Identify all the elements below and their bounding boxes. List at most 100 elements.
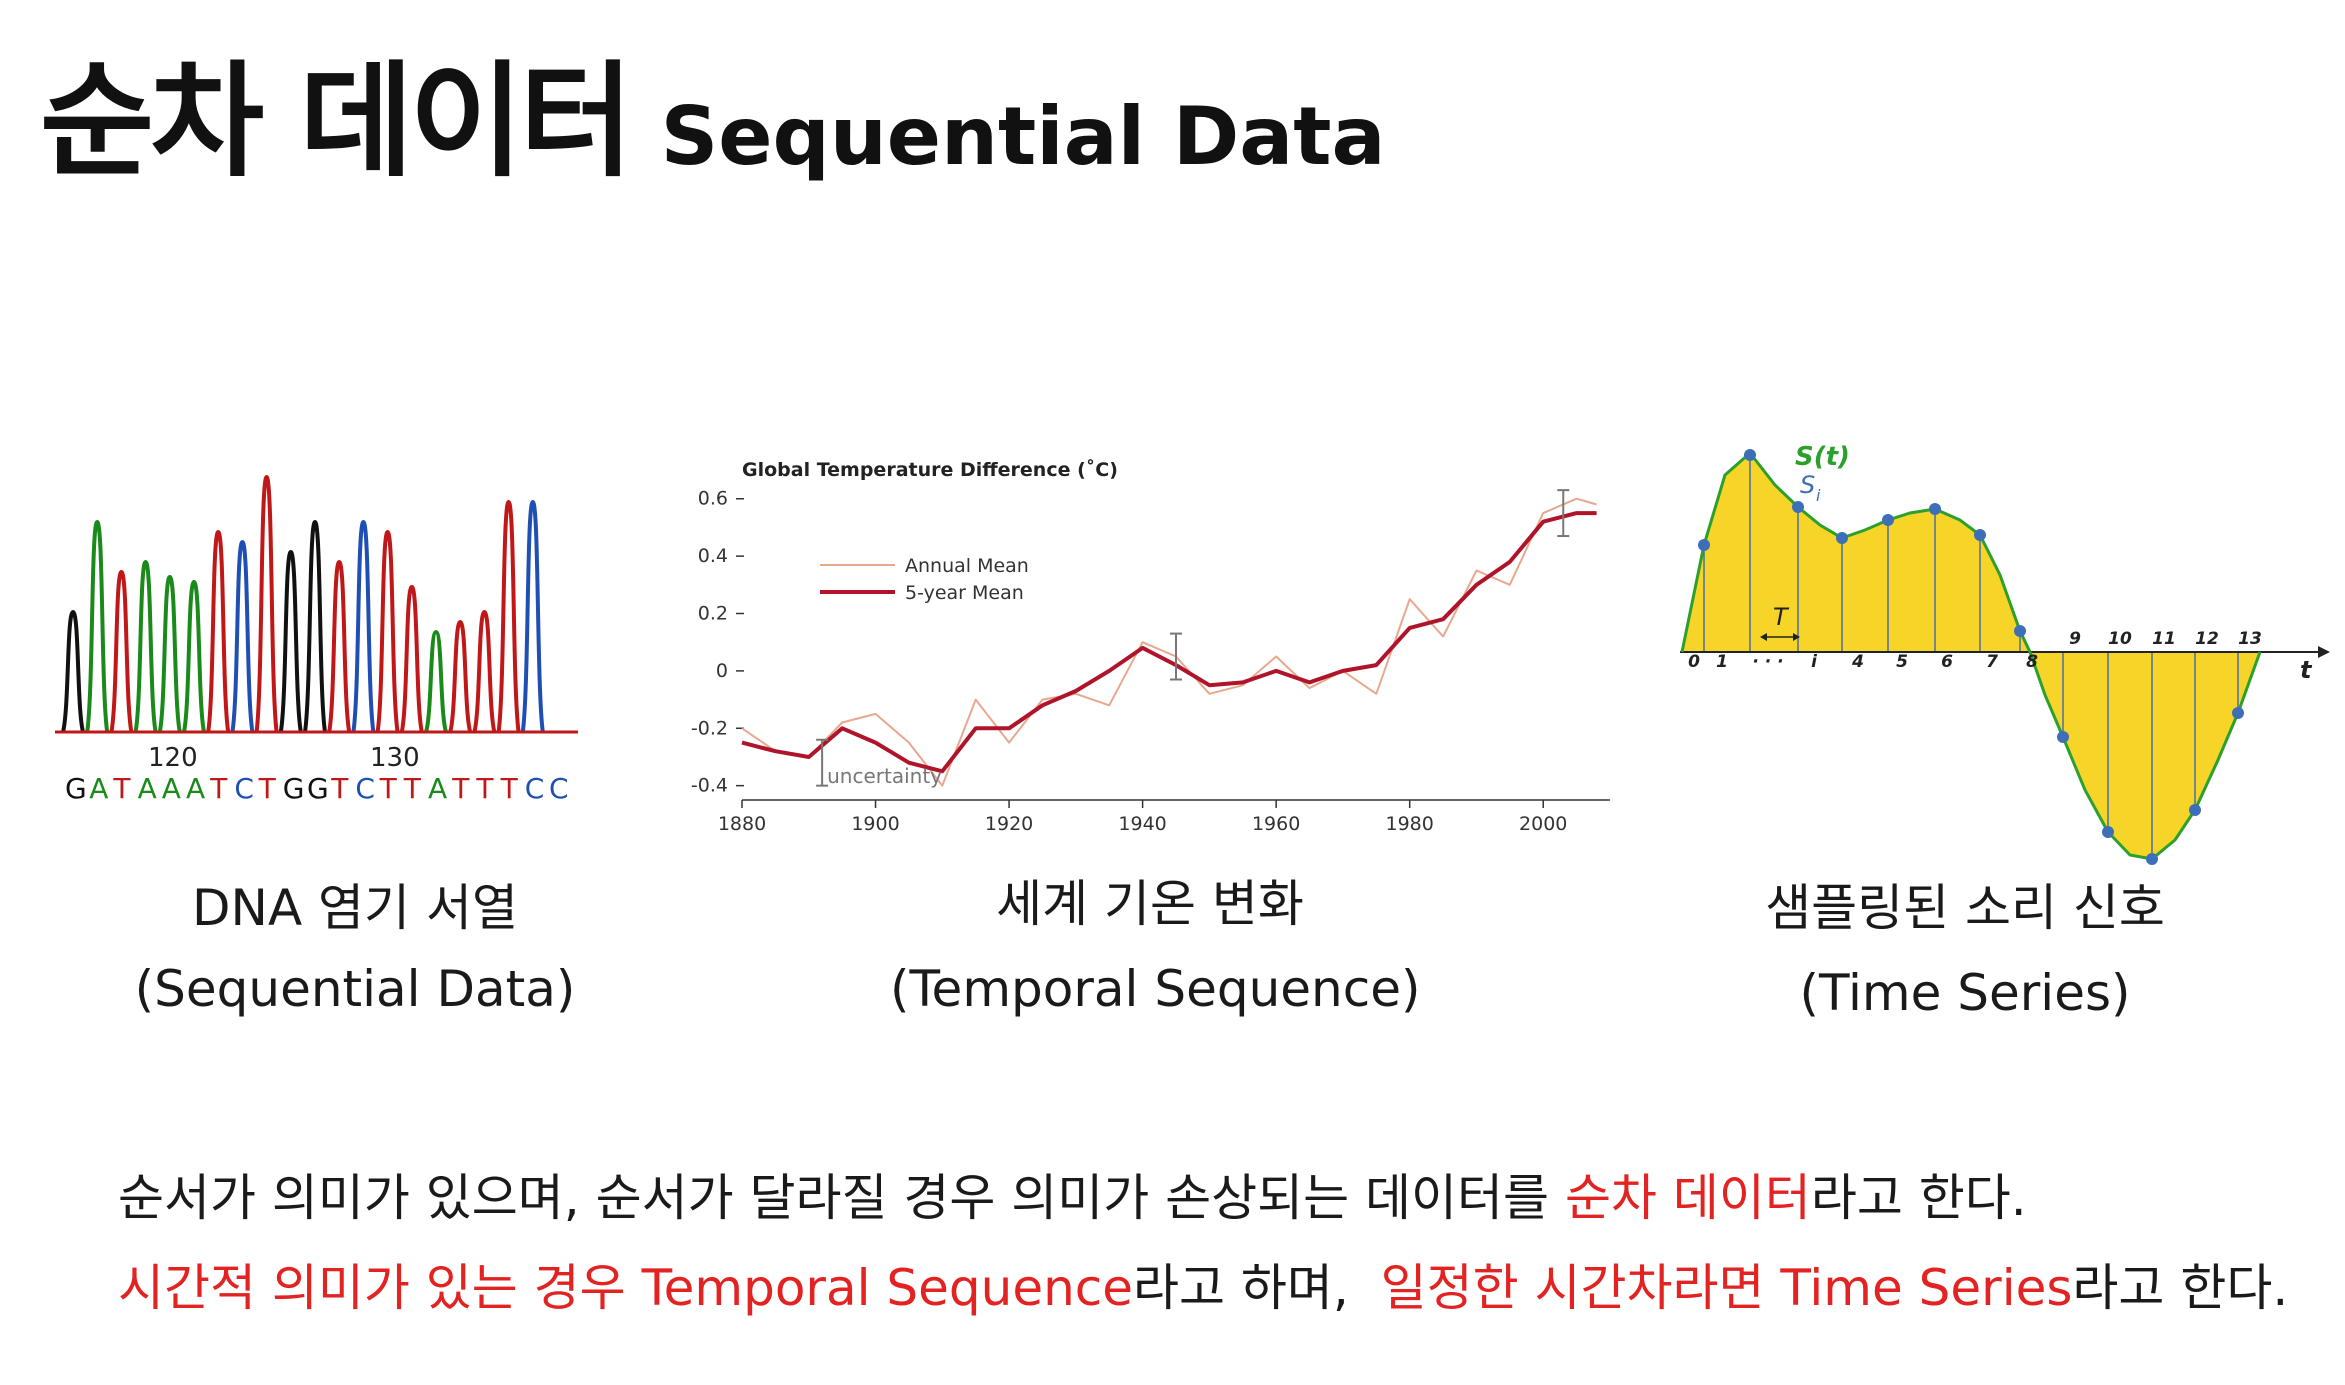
- body-line-1: 순서가 의미가 있으며, 순서가 달라질 경우 의미가 손상되는 데이터를 순차…: [118, 1158, 2027, 1230]
- period-arrow-right-icon: [1793, 633, 1800, 641]
- signal-caption-line2: (Time Series): [1799, 964, 2131, 1022]
- dna-base-letter: T: [209, 772, 228, 805]
- dna-peak: [351, 519, 376, 733]
- temperature-chart: Global Temperature Difference (˚C) 1880 1…: [691, 458, 1610, 835]
- dna-peak: [85, 519, 110, 733]
- y-tick-label: 0: [716, 660, 728, 682]
- dna-base-letter: A: [186, 772, 205, 805]
- dna-base-letter: A: [138, 772, 157, 805]
- dna-peak: [303, 519, 327, 733]
- curve-label: S(t): [1795, 442, 1850, 472]
- dna-base-letter: G: [283, 772, 305, 805]
- dna-base-letter: C: [549, 772, 569, 805]
- sample-point: [1974, 529, 1986, 541]
- title-english: Sequential Data: [660, 90, 1386, 183]
- sample-point: [2014, 625, 2026, 637]
- dna-base-letter: T: [451, 772, 470, 805]
- sample-point: [2189, 804, 2201, 816]
- dna-peak: [520, 499, 545, 733]
- dna-tick-130: 130: [370, 743, 420, 773]
- sample-index-label: 10: [2108, 629, 2132, 649]
- dna-peak: [448, 619, 473, 733]
- page-title: 순차 데이터 Sequential Data: [40, 20, 1386, 200]
- y-tick-label: 0.2: [698, 603, 728, 625]
- dna-base-letter: T: [258, 772, 277, 805]
- sample-point: [2146, 853, 2158, 865]
- dna-base-letter: T: [112, 772, 131, 805]
- temperature-caption-line1: 세계 기온 변화: [996, 875, 1304, 933]
- body-line1-highlight: 순차 데이터: [1564, 1169, 1811, 1227]
- dna-base-letter: T: [379, 772, 398, 805]
- dna-base-letter: T: [500, 772, 519, 805]
- signal-sample-labels: 0 1 · · · i 4 5 6 7 8 9 10 11 12 13: [1688, 629, 2262, 672]
- dna-peak: [278, 549, 303, 733]
- signal-area: [1682, 453, 2260, 859]
- sample-point: [2057, 731, 2069, 743]
- dna-base-letter: T: [475, 772, 494, 805]
- signal-stems: [1703, 455, 2239, 859]
- legend-label: 5-year Mean: [905, 582, 1024, 604]
- period-arrow-left-icon: [1760, 633, 1767, 641]
- uncertainty-annotation: uncertainty: [827, 764, 942, 788]
- x-tick-label: 1940: [1118, 813, 1166, 835]
- dna-base-letter: A: [89, 772, 108, 805]
- sample-index-label: 6: [1941, 652, 1953, 672]
- x-tick-label: 1900: [851, 813, 899, 835]
- chart-legend: Annual Mean 5-year Mean: [820, 555, 1029, 604]
- body-line-2: 시간적 의미가 있는 경우 Temporal Sequence라고 하며, 일정…: [118, 1248, 2288, 1320]
- sample-point: [2102, 826, 2114, 838]
- dna-peak: [157, 574, 182, 733]
- sample-point: [1698, 539, 1710, 551]
- dna-caption-line1: DNA 염기 서열: [192, 879, 518, 937]
- sample-index-label: i: [1811, 652, 1818, 672]
- period-label: T: [1773, 603, 1790, 631]
- sample-point: [1744, 449, 1756, 461]
- sample-index-label: 4: [1851, 652, 1864, 672]
- dna-peak: [230, 539, 255, 733]
- sample-index-label: 1: [1716, 652, 1728, 672]
- title-korean: 순차 데이터: [40, 50, 634, 194]
- series-line: [741, 511, 1597, 774]
- sampled-signal-figure: 0 1 · · · i 4 5 6 7 8 9 10 11 12 13 S(t) S i T t: [1680, 442, 2330, 865]
- dna-peak: [109, 569, 134, 733]
- sample-index-label: 0: [1688, 652, 1700, 672]
- dna-base-letter: A: [162, 772, 181, 805]
- dna-peak: [375, 529, 400, 733]
- y-tick-label: 0.6: [698, 488, 728, 510]
- sample-index-label: 8: [2026, 652, 2038, 672]
- dna-peak: [182, 579, 206, 733]
- sample-index-label: 11: [2152, 629, 2176, 649]
- series-line: [741, 497, 1597, 787]
- dna-peak: [133, 559, 158, 733]
- dna-peak: [327, 559, 352, 733]
- dna-caption-line2: (Sequential Data): [134, 960, 576, 1018]
- axis-arrow-icon: [2318, 646, 2330, 658]
- dna-peak: [254, 474, 279, 733]
- dna-peaks: [61, 474, 545, 733]
- sample-point: [1929, 503, 1941, 515]
- dna-peak: [61, 609, 85, 733]
- legend-label: Annual Mean: [905, 555, 1029, 577]
- body-line2-suffix: 라고 한다.: [2072, 1259, 2289, 1317]
- dna-peak: [424, 629, 448, 733]
- y-tick-label: -0.2: [691, 717, 728, 739]
- x-tick-label: 1980: [1386, 813, 1434, 835]
- dna-base-letter: T: [330, 772, 349, 805]
- dna-base-letter: G: [65, 772, 87, 805]
- sample-index-label: 5: [1896, 652, 1908, 672]
- y-tick-label: -0.4: [691, 775, 728, 797]
- sample-point: [1836, 532, 1848, 544]
- dna-tick-120: 120: [148, 743, 198, 773]
- sample-index-label: 12: [2195, 629, 2219, 649]
- dna-peak: [206, 529, 231, 733]
- signal-caption-line1: 샘플링된 소리 신호: [1765, 879, 2165, 937]
- sample-point: [1792, 501, 1804, 513]
- x-tick-label: 1880: [718, 813, 766, 835]
- signal-sample-points: [1698, 449, 2244, 865]
- dna-base-letter: T: [403, 772, 422, 805]
- sample-point: [1882, 514, 1894, 526]
- dna-peak: [472, 609, 497, 733]
- dna-base-letter: G: [307, 772, 329, 805]
